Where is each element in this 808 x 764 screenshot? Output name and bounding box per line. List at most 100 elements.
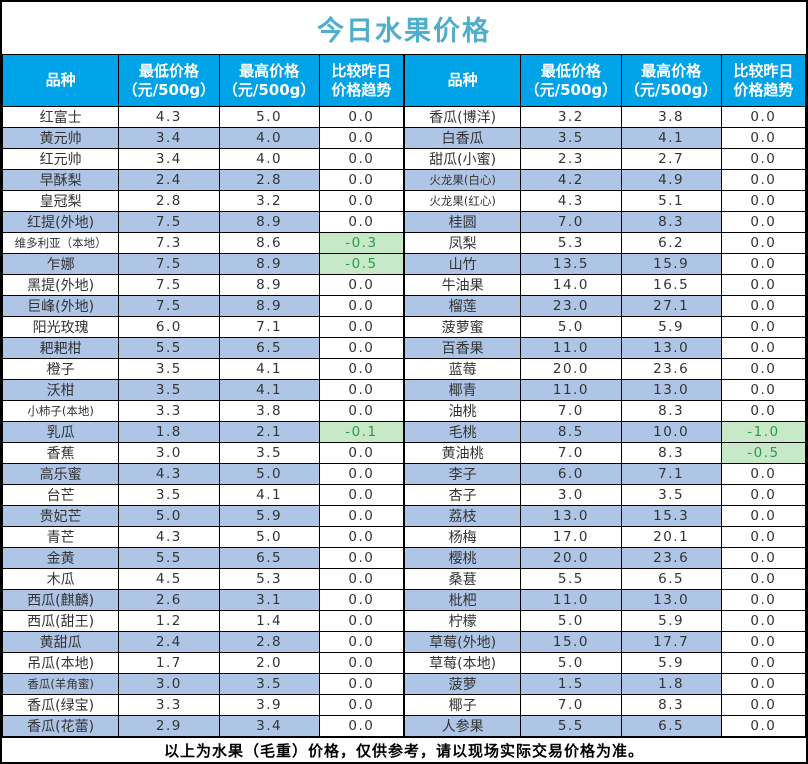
max-price-cell: 8.9	[218, 274, 320, 296]
min-price-cell: 1.5	[520, 673, 622, 695]
min-price-cell: 3.3	[118, 400, 220, 422]
trend-cell: 0.0	[318, 148, 405, 170]
min-price-cell: 7.3	[118, 232, 220, 254]
min-price-cell: 3.0	[118, 442, 220, 464]
trend-cell: 0.0	[318, 484, 405, 506]
trend-cell: 0.0	[720, 295, 807, 317]
min-price-cell: 5.0	[520, 610, 622, 632]
max-price-cell: 3.5	[620, 484, 722, 506]
column-header: 最低价格 （元/500g）	[520, 54, 622, 107]
variety-cell: 椰青	[403, 379, 522, 401]
table-row: 高乐蜜 4.3 5.0 0.0	[1, 463, 405, 485]
table-row: 黄甜瓜 2.4 2.8 0.0	[1, 631, 405, 653]
variety-cell: 耙耙柑	[1, 337, 120, 359]
max-price-cell: 4.0	[218, 127, 320, 149]
max-price-cell: 2.8	[218, 631, 320, 653]
table-row: 黄油桃 7.0 8.3 -0.5	[403, 442, 807, 464]
table-row: 蓝莓 20.0 23.6 0.0	[403, 358, 807, 380]
min-price-cell: 7.5	[118, 211, 220, 233]
trend-cell: 0.0	[318, 295, 405, 317]
variety-cell: 桑葚	[403, 568, 522, 590]
max-price-cell: 2.8	[218, 169, 320, 191]
table-row: 白香瓜 3.5 4.1 0.0	[403, 127, 807, 149]
table-row: 菠萝 1.5 1.8 0.0	[403, 673, 807, 695]
min-price-cell: 2.4	[118, 169, 220, 191]
variety-cell: 贵妃芒	[1, 505, 120, 527]
min-price-cell: 3.3	[118, 694, 220, 716]
variety-cell: 火龙果(红心)	[403, 190, 522, 212]
max-price-cell: 5.9	[218, 505, 320, 527]
max-price-cell: 10.0	[620, 421, 722, 443]
table-row: 李子 6.0 7.1 0.0	[403, 463, 807, 485]
variety-cell: 香瓜(羊角蜜)	[1, 673, 120, 695]
min-price-cell: 7.5	[118, 295, 220, 317]
column-header: 品种	[403, 54, 522, 107]
max-price-cell: 5.1	[620, 190, 722, 212]
table-row: 火龙果(红心) 4.3 5.1 0.0	[403, 190, 807, 212]
trend-cell: 0.0	[720, 631, 807, 653]
min-price-cell: 20.0	[520, 547, 622, 569]
trend-cell: 0.0	[720, 253, 807, 275]
min-price-cell: 3.0	[520, 484, 622, 506]
min-price-cell: 4.2	[520, 169, 622, 191]
variety-cell: 香瓜(博洋)	[403, 106, 522, 128]
max-price-cell: 17.7	[620, 631, 722, 653]
table-row: 椰子 7.0 8.3 0.0	[403, 694, 807, 716]
table-row: 皇冠梨 2.8 3.2 0.0	[1, 190, 405, 212]
min-price-cell: 6.0	[118, 316, 220, 338]
min-price-cell: 3.5	[118, 358, 220, 380]
table-row: 香瓜(花蕾) 2.9 3.4 0.0	[1, 715, 405, 737]
max-price-cell: 5.9	[620, 610, 722, 632]
variety-cell: 油桃	[403, 400, 522, 422]
trend-cell: 0.0	[318, 337, 405, 359]
table-row: 乳瓜 1.8 2.1 -0.1	[1, 421, 405, 443]
variety-cell: 柠檬	[403, 610, 522, 632]
variety-cell: 山竹	[403, 253, 522, 275]
variety-cell: 小柿子(本地)	[1, 400, 120, 422]
max-price-cell: 27.1	[620, 295, 722, 317]
min-price-cell: 3.0	[118, 673, 220, 695]
max-price-cell: 5.0	[218, 463, 320, 485]
max-price-cell: 4.1	[218, 484, 320, 506]
variety-cell: 高乐蜜	[1, 463, 120, 485]
min-price-cell: 11.0	[520, 337, 622, 359]
table-row: 西瓜(麒麟) 2.6 3.1 0.0	[1, 589, 405, 611]
min-price-cell: 7.5	[118, 274, 220, 296]
variety-cell: 金黄	[1, 547, 120, 569]
max-price-cell: 8.9	[218, 253, 320, 275]
min-price-cell: 3.4	[118, 127, 220, 149]
table-row: 牛油果 14.0 16.5 0.0	[403, 274, 807, 296]
trend-cell: 0.0	[318, 526, 405, 548]
min-price-cell: 4.3	[118, 526, 220, 548]
max-price-cell: 7.1	[620, 463, 722, 485]
trend-cell: 0.0	[720, 484, 807, 506]
table-row: 黑提(外地) 7.5 8.9 0.0	[1, 274, 405, 296]
trend-cell: 0.0	[318, 190, 405, 212]
min-price-cell: 2.6	[118, 589, 220, 611]
min-price-cell: 7.0	[520, 694, 622, 716]
min-price-cell: 13.0	[520, 505, 622, 527]
min-price-cell: 13.5	[520, 253, 622, 275]
table-row: 青芒 4.3 5.0 0.0	[1, 526, 405, 548]
table-row: 凤梨 5.3 6.2 0.0	[403, 232, 807, 254]
trend-cell: 0.0	[720, 127, 807, 149]
variety-cell: 毛桃	[403, 421, 522, 443]
trend-cell: 0.0	[318, 463, 405, 485]
footer-disclaimer: 以上为水果（毛重）价格，仅供参考，请以现场实际交易价格为准。	[2, 737, 806, 763]
min-price-cell: 2.9	[118, 715, 220, 737]
variety-cell: 菠萝蜜	[403, 316, 522, 338]
table-row: 红提(外地) 7.5 8.9 0.0	[1, 211, 405, 233]
trend-cell: -0.3	[318, 232, 405, 254]
max-price-cell: 5.0	[218, 106, 320, 128]
max-price-cell: 8.3	[620, 211, 722, 233]
table-row: 小柿子(本地) 3.3 3.8 0.0	[1, 400, 405, 422]
min-price-cell: 5.5	[520, 715, 622, 737]
variety-cell: 樱桃	[403, 547, 522, 569]
min-price-cell: 3.4	[118, 148, 220, 170]
max-price-cell: 3.5	[218, 442, 320, 464]
trend-cell: 0.0	[720, 652, 807, 674]
min-price-cell: 5.0	[118, 505, 220, 527]
table-row: 阳光玫瑰 6.0 7.1 0.0	[1, 316, 405, 338]
variety-cell: 西瓜(甜王)	[1, 610, 120, 632]
